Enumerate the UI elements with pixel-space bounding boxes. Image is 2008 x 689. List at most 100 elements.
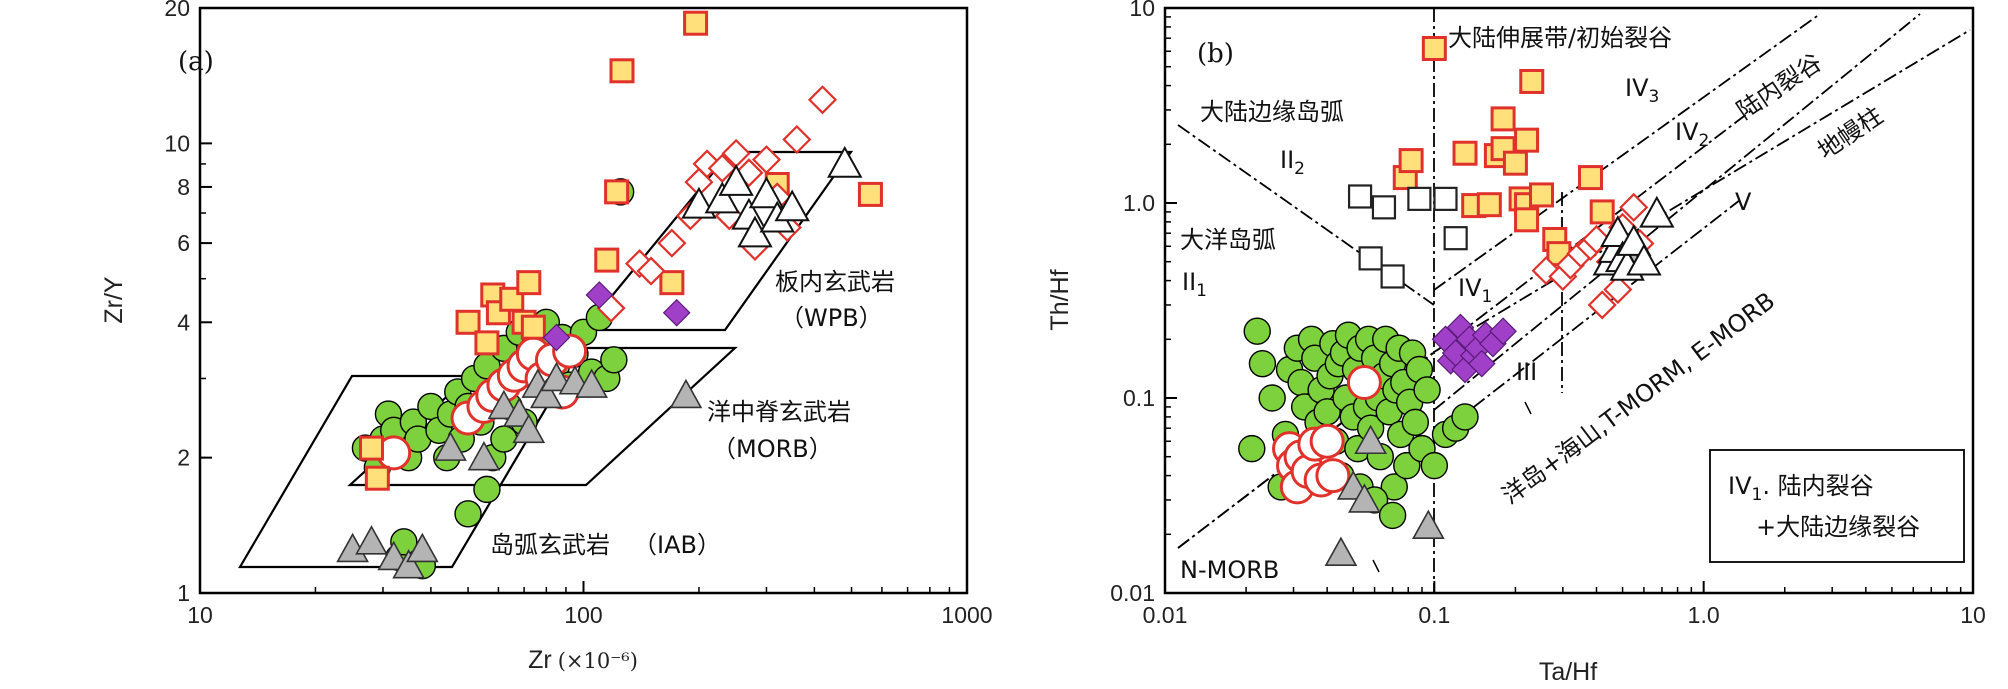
red-open-circle-point xyxy=(1346,365,1382,401)
label-oceanic-arc: 大洋岛弧 xyxy=(1180,226,1276,254)
black-open-square-point xyxy=(1347,184,1373,209)
green-circle-point xyxy=(1248,349,1277,378)
b-y-tick-label: 0.1 xyxy=(1123,385,1155,411)
panel-a-x-axis-var: Zr xyxy=(528,646,552,674)
label-iv2: IV2 xyxy=(1675,118,1709,151)
green-circle-point xyxy=(1238,434,1266,463)
label-iv1: IV1 xyxy=(1458,274,1492,307)
purple-diamond-point xyxy=(662,298,691,327)
morb-tick-1 xyxy=(1372,559,1380,573)
b-series-purple-diamonds xyxy=(1431,313,1517,384)
green-circle-point xyxy=(473,475,501,504)
line-rift-plume xyxy=(1433,13,1921,411)
black-open-square-point xyxy=(1358,246,1383,271)
label-ii2-sub: 2 xyxy=(1294,159,1305,179)
gray-triangle-point xyxy=(355,525,388,555)
yellow-square-point xyxy=(1529,182,1555,208)
gray-triangle-point xyxy=(512,413,546,444)
gray-triangle-point xyxy=(467,440,501,471)
panel-a-label: (a) xyxy=(178,47,214,77)
a-y-tick-label: 2 xyxy=(177,445,190,471)
gray-triangle-point xyxy=(434,431,467,461)
gray-triangle-point xyxy=(1354,424,1387,455)
white-triangle-point xyxy=(1626,243,1662,276)
label-ii2: II2 xyxy=(1280,146,1305,179)
a-series-yellow-squares xyxy=(358,10,883,491)
line-plume-oib xyxy=(1433,199,1741,439)
a-x-tick-label: 100 xyxy=(564,602,602,628)
white-triangle-point xyxy=(748,176,785,209)
purple-diamond-point xyxy=(542,323,571,352)
yellow-square-point xyxy=(455,309,481,335)
b-x-tick-label: 0.1 xyxy=(1418,602,1450,628)
label-iv2-roman: IV xyxy=(1675,118,1699,146)
wpb-label: 板内玄武岩 xyxy=(775,268,895,296)
yellow-square-point xyxy=(659,270,685,296)
yellow-square-point xyxy=(1577,165,1603,191)
green-circle-point xyxy=(1258,384,1286,412)
red-open-diamond-point xyxy=(782,124,812,155)
yellow-square-point xyxy=(1519,68,1545,94)
yellow-square-point xyxy=(520,314,546,340)
wpb-abbr: （WPB） xyxy=(780,304,883,332)
green-circle-point xyxy=(490,425,518,453)
yellow-square-point xyxy=(516,270,542,296)
b-series-white-triangles xyxy=(1592,195,1675,281)
yellow-square-point xyxy=(594,247,620,273)
green-circle-point xyxy=(1378,501,1407,530)
yellow-square-point xyxy=(1514,127,1540,153)
black-open-square-point xyxy=(1371,195,1397,220)
gray-triangle-point xyxy=(392,549,426,579)
green-circle-point xyxy=(1451,403,1479,431)
b-y-tick-label: 10 xyxy=(1129,0,1155,21)
gray-triangle-point xyxy=(405,532,439,563)
black-open-square-point xyxy=(1433,186,1458,211)
purple-diamond-point xyxy=(585,281,614,309)
red-open-diamond-point xyxy=(657,228,687,258)
label-nmorb: N-MORB xyxy=(1180,556,1279,584)
a-x-tick-label: 1000 xyxy=(941,602,992,628)
b-x-tick-label: 10 xyxy=(1960,602,1986,628)
legend-note-line-1: IV1. 陆内裂谷 xyxy=(1728,472,1874,505)
green-circle-point xyxy=(600,346,628,374)
black-open-square-point xyxy=(1443,226,1468,251)
morb-abbr: （MORB） xyxy=(712,435,833,463)
gray-triangle-point xyxy=(1411,509,1445,540)
green-circle-point xyxy=(454,500,482,528)
b-series-black-open-squares xyxy=(1347,184,1468,289)
panel-b-small-tick-marks xyxy=(1372,401,1532,573)
panel-a-x-axis-title: Zr (×10⁻⁶) xyxy=(528,646,638,674)
morb-tick-2 xyxy=(1524,401,1532,415)
legend-note-roman: IV xyxy=(1728,472,1752,500)
gray-triangle-point xyxy=(1324,536,1358,566)
label-ii2-roman: II xyxy=(1280,146,1294,174)
panel-b-y-axis-title: Th/Hf xyxy=(1046,269,1074,330)
label-continental-arc: 大陆边缘岛弧 xyxy=(1200,98,1344,126)
white-triangle-point xyxy=(1639,195,1675,228)
yellow-square-point xyxy=(1452,140,1478,166)
yellow-square-point xyxy=(1476,192,1502,218)
panel-a-ticks: 10 100 1000 1 2 4 6 8 10 20 xyxy=(164,0,992,628)
yellow-square-point xyxy=(364,465,390,491)
iab-label: 岛弧玄武岩 xyxy=(490,531,610,559)
panel-a-y-axis-title: Zr/Y xyxy=(100,276,128,324)
label-ii1: II1 xyxy=(1182,268,1207,301)
red-open-diamond-point xyxy=(807,85,838,115)
panel-a-marks xyxy=(336,10,883,580)
yellow-square-point xyxy=(857,181,883,207)
yellow-square-point xyxy=(1589,199,1615,225)
a-y-tick-label: 8 xyxy=(177,174,190,200)
a-y-tick-label: 6 xyxy=(177,230,190,256)
white-triangle-point xyxy=(704,181,740,214)
legend-note-frame xyxy=(1709,449,1965,563)
panel-a: 10 100 1000 1 2 4 6 8 10 20 (a) 板内玄武岩 （WPB） 洋中脊玄武… xyxy=(100,0,993,674)
b-series-green-circles xyxy=(1238,317,1479,530)
morb-label: 洋中脊玄武岩 xyxy=(707,398,851,426)
a-y-tick-label: 10 xyxy=(164,130,190,156)
black-open-square-point xyxy=(1407,186,1432,211)
red-open-diamond-point xyxy=(751,145,782,175)
line-to-rift xyxy=(1433,13,1821,291)
legend-note-box: IV1. 陆内裂谷 +大陆边缘裂谷 xyxy=(1709,449,1965,563)
yellow-square-point xyxy=(609,58,635,84)
